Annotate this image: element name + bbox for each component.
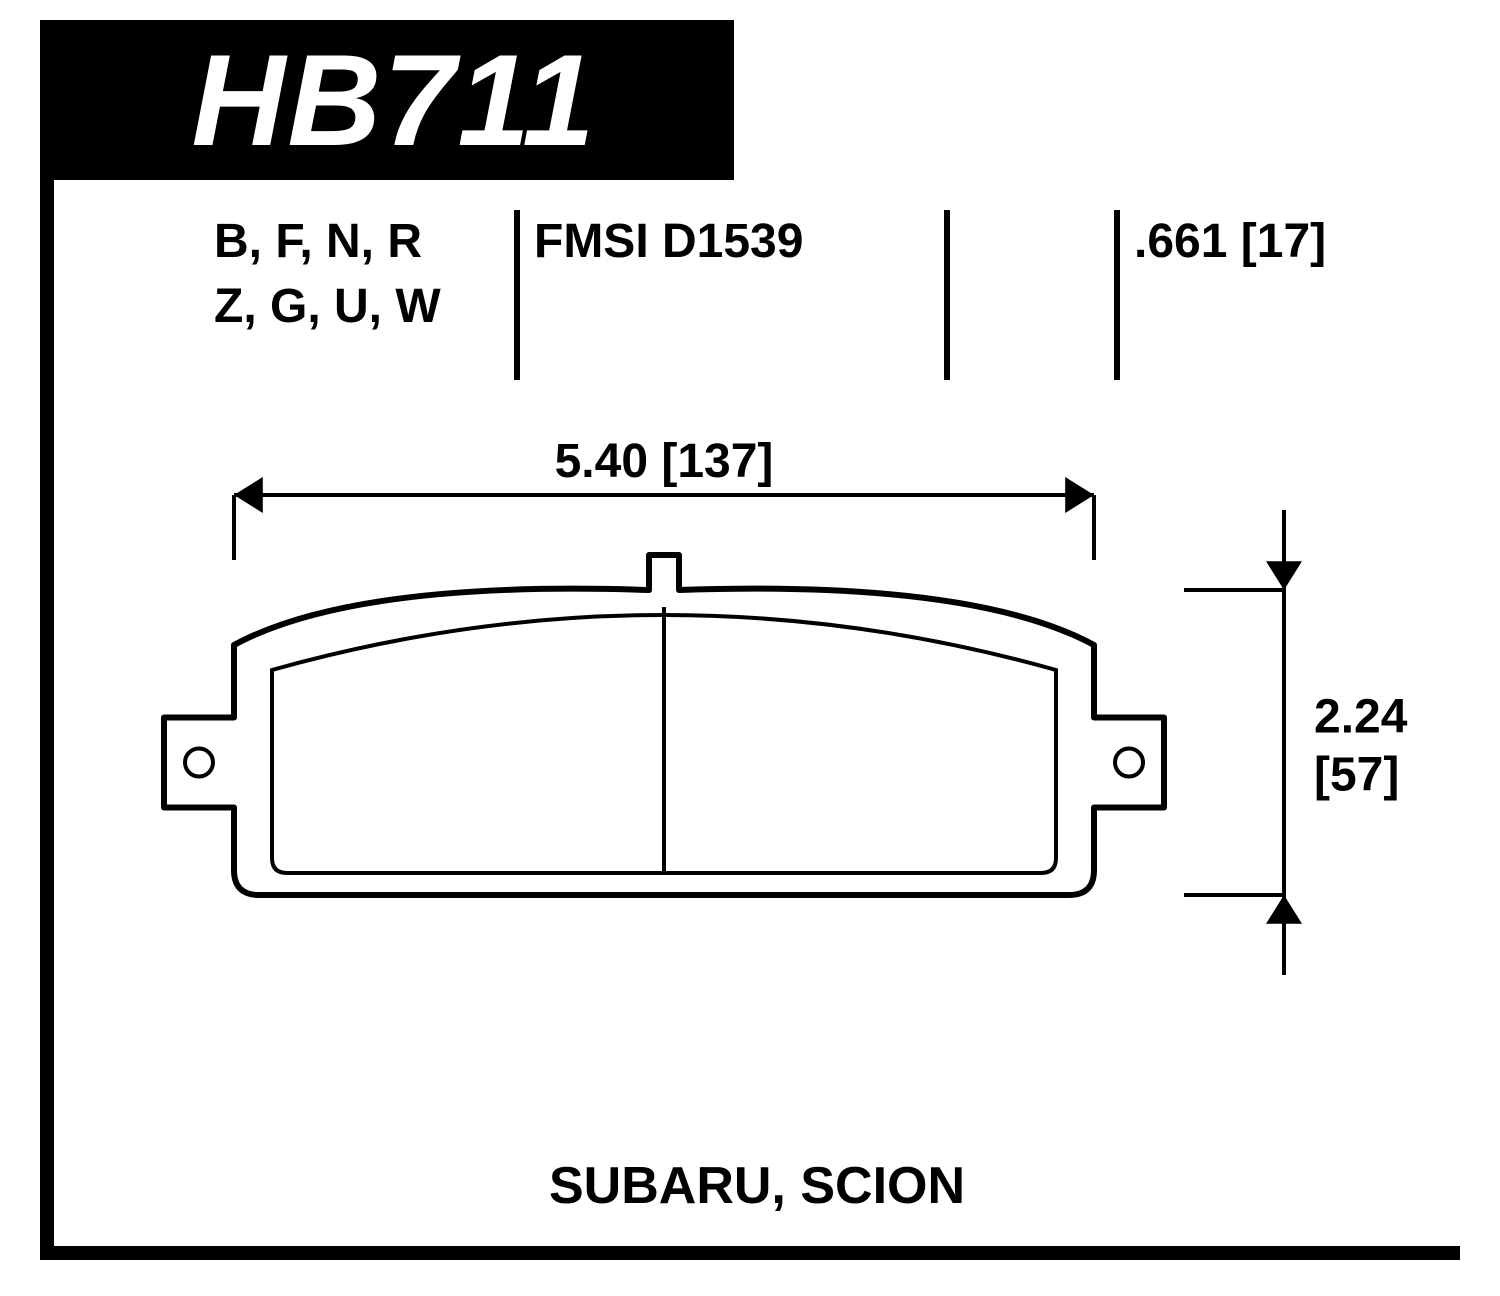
brake-pad-diagram: 5.40 [137] 2.24[57]	[94, 440, 1444, 1130]
codes-line-1: B, F, N, R	[214, 210, 441, 275]
vehicle-list: SUBARU, SCION	[54, 1156, 1460, 1216]
compound-codes: B, F, N, R Z, G, U, W	[214, 210, 441, 340]
svg-text:[57]: [57]	[1314, 749, 1399, 802]
diagram-frame: HB711 B, F, N, R Z, G, U, W FMSI D1539 .…	[40, 20, 1460, 1260]
part-number: HB711	[191, 25, 596, 175]
separator	[944, 210, 950, 380]
info-row: B, F, N, R Z, G, U, W FMSI D1539 .661 [1…	[94, 210, 1444, 380]
thickness-spec: .661 [17]	[1134, 210, 1326, 275]
separator	[1114, 210, 1120, 380]
svg-text:5.40 [137]: 5.40 [137]	[555, 440, 774, 488]
brake-pad-svg: 5.40 [137] 2.24[57]	[94, 440, 1444, 1130]
title-bar: HB711	[54, 20, 734, 180]
thickness-inches: .661	[1134, 215, 1227, 268]
codes-line-2: Z, G, U, W	[214, 275, 441, 340]
svg-text:2.24: 2.24	[1314, 691, 1408, 744]
fmsi-code: FMSI D1539	[534, 210, 803, 275]
separator	[514, 210, 520, 380]
thickness-mm: 17	[1257, 215, 1310, 268]
